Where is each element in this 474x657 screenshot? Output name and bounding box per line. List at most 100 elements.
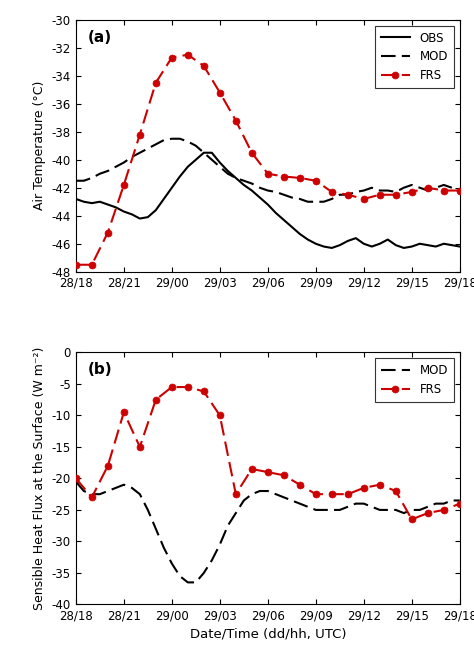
FRS	[105, 229, 110, 237]
FRS	[329, 490, 335, 498]
FRS	[137, 131, 143, 139]
MOD	[369, 184, 374, 192]
OBS	[217, 158, 223, 166]
MOD	[73, 177, 79, 185]
FRS	[105, 462, 110, 470]
MOD	[321, 198, 327, 206]
OBS	[345, 237, 351, 245]
OBS	[73, 195, 79, 203]
MOD	[81, 177, 87, 185]
FRS	[217, 89, 223, 97]
MOD	[313, 198, 319, 206]
OBS	[321, 242, 327, 250]
MOD	[393, 188, 399, 196]
MOD	[361, 187, 366, 194]
MOD	[129, 484, 135, 492]
MOD	[449, 497, 455, 505]
MOD	[281, 493, 287, 501]
MOD	[417, 184, 423, 192]
MOD	[249, 179, 255, 187]
OBS	[385, 236, 391, 244]
MOD	[225, 170, 231, 177]
OBS	[417, 240, 423, 248]
FRS	[457, 187, 463, 194]
FRS	[121, 181, 127, 189]
MOD	[73, 478, 79, 486]
MOD	[369, 503, 374, 510]
OBS	[457, 242, 463, 250]
Y-axis label: Sensible Heat Flux at the Surface (W m⁻²): Sensible Heat Flux at the Surface (W m⁻²…	[33, 347, 46, 610]
MOD	[265, 487, 271, 495]
MOD	[241, 177, 246, 185]
FRS	[137, 443, 143, 451]
FRS	[441, 187, 447, 194]
MOD	[129, 153, 135, 161]
FRS	[297, 174, 302, 182]
OBS	[89, 199, 95, 207]
FRS	[73, 474, 79, 482]
OBS	[393, 241, 399, 249]
FRS	[313, 490, 319, 498]
MOD	[377, 506, 383, 514]
MOD	[361, 500, 366, 508]
OBS	[257, 194, 263, 202]
MOD	[185, 578, 191, 586]
Line: OBS: OBS	[76, 152, 460, 248]
OBS	[433, 242, 438, 250]
Legend: OBS, MOD, FRS: OBS, MOD, FRS	[374, 26, 454, 88]
FRS	[249, 465, 255, 473]
OBS	[105, 200, 110, 208]
OBS	[169, 184, 174, 192]
OBS	[201, 148, 207, 156]
MOD	[113, 484, 118, 492]
MOD	[97, 170, 103, 177]
MOD	[441, 500, 447, 508]
MOD	[337, 506, 343, 514]
Text: (a): (a)	[87, 30, 111, 45]
FRS	[169, 54, 174, 62]
MOD	[121, 158, 127, 166]
OBS	[273, 209, 279, 217]
MOD	[289, 497, 295, 505]
FRS	[265, 468, 271, 476]
Legend: MOD, FRS: MOD, FRS	[374, 358, 454, 402]
OBS	[209, 148, 215, 156]
OBS	[449, 241, 455, 249]
OBS	[177, 173, 182, 181]
FRS	[393, 191, 399, 198]
OBS	[225, 167, 231, 175]
MOD	[321, 506, 327, 514]
OBS	[281, 216, 287, 224]
MOD	[161, 136, 167, 144]
FRS	[297, 481, 302, 489]
MOD	[345, 503, 351, 510]
FRS	[233, 116, 238, 124]
FRS	[201, 388, 207, 396]
FRS	[265, 170, 271, 177]
FRS	[169, 383, 174, 391]
MOD	[385, 506, 391, 514]
OBS	[145, 214, 151, 221]
MOD	[177, 135, 182, 143]
MOD	[257, 184, 263, 192]
MOD	[425, 503, 430, 510]
OBS	[265, 200, 271, 208]
MOD	[169, 560, 174, 568]
FRS	[441, 506, 447, 514]
FRS	[217, 411, 223, 419]
MOD	[385, 187, 391, 194]
OBS	[305, 236, 310, 244]
MOD	[89, 490, 95, 498]
FRS	[281, 471, 287, 479]
MOD	[273, 188, 279, 196]
Line: MOD: MOD	[76, 139, 460, 202]
FRS	[153, 396, 159, 403]
FRS	[377, 191, 383, 198]
MOD	[257, 487, 263, 495]
MOD	[153, 525, 159, 533]
MOD	[169, 135, 174, 143]
MOD	[137, 148, 143, 156]
MOD	[265, 187, 271, 194]
FRS	[233, 490, 238, 498]
MOD	[345, 191, 351, 198]
